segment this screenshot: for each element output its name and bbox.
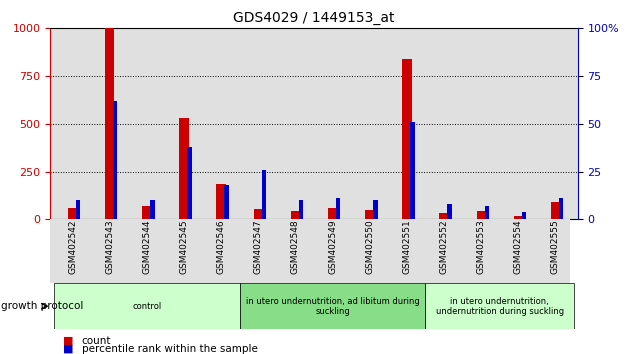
Bar [240, 283, 425, 329]
Text: GSM402555: GSM402555 [551, 219, 560, 274]
Bar [410, 122, 414, 219]
Text: GSM402552: GSM402552 [440, 219, 448, 274]
Text: ■: ■ [63, 336, 73, 346]
Bar [76, 200, 80, 219]
Text: control: control [133, 302, 161, 311]
Text: GSM402544: GSM402544 [143, 219, 151, 274]
Bar [425, 283, 574, 329]
Bar [150, 200, 154, 219]
Bar [217, 184, 226, 219]
Bar [224, 185, 229, 219]
Bar [440, 213, 448, 219]
Text: GSM402543: GSM402543 [105, 219, 114, 274]
Bar [113, 101, 117, 219]
Text: GSM402546: GSM402546 [217, 219, 225, 274]
Text: GSM402553: GSM402553 [477, 219, 485, 274]
Text: in utero undernutrition,
undernutrition during suckling: in utero undernutrition, undernutrition … [436, 297, 564, 316]
Text: GSM402550: GSM402550 [365, 219, 374, 274]
Bar [187, 147, 192, 219]
Bar [522, 212, 526, 219]
Bar [328, 208, 337, 219]
Text: percentile rank within the sample: percentile rank within the sample [82, 344, 257, 354]
Text: count: count [82, 336, 111, 346]
Bar [365, 210, 374, 219]
Bar [68, 208, 77, 219]
Text: GSM402548: GSM402548 [291, 219, 300, 274]
Bar [336, 199, 340, 219]
Text: ■: ■ [63, 344, 73, 354]
Bar [477, 211, 486, 219]
Text: in utero undernutrition, ad libitum during
suckling: in utero undernutrition, ad libitum duri… [246, 297, 420, 316]
Bar [180, 118, 188, 219]
Bar [514, 216, 523, 219]
Text: growth protocol: growth protocol [1, 301, 83, 311]
Bar [105, 28, 114, 219]
Bar [485, 206, 489, 219]
Bar [551, 202, 560, 219]
Text: GSM402547: GSM402547 [254, 219, 263, 274]
Bar [402, 59, 411, 219]
Title: GDS4029 / 1449153_at: GDS4029 / 1449153_at [233, 11, 395, 24]
Bar [142, 206, 151, 219]
Bar [54, 283, 240, 329]
Text: GSM402554: GSM402554 [514, 219, 523, 274]
Bar [373, 200, 377, 219]
Bar [447, 204, 452, 219]
Text: GSM402542: GSM402542 [68, 219, 77, 274]
Bar [559, 199, 563, 219]
Text: GSM402549: GSM402549 [328, 219, 337, 274]
Text: GSM402551: GSM402551 [403, 219, 411, 274]
Bar [291, 211, 300, 219]
Text: GSM402545: GSM402545 [180, 219, 188, 274]
Bar [254, 209, 263, 219]
Bar [262, 170, 266, 219]
Bar [299, 200, 303, 219]
